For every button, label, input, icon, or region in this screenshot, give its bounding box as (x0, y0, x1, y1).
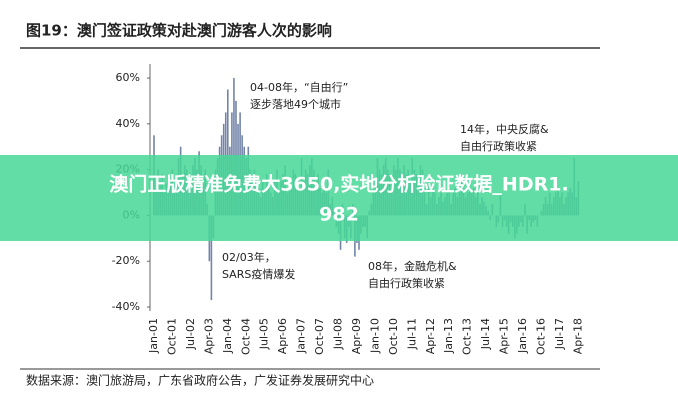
bar (227, 89, 229, 216)
x-tick-label: Oct-04 (239, 318, 252, 355)
chart-title: 图19：澳门签证政策对赴澳门游客人次的影响 (26, 22, 332, 40)
x-tick-label: Jan-07 (295, 318, 308, 354)
source: 数据来源：澳门旅游局，广东省政府公告，广发证券发展研究中心 (26, 373, 374, 388)
x-tick-label: Jul-05 (258, 318, 271, 350)
x-tick-label: Oct-16 (534, 318, 547, 355)
x-tick-label: Jul-17 (553, 318, 566, 350)
annotation: SARS疫情爆发 (222, 267, 295, 281)
x-tick-label: Apr-03 (202, 318, 215, 354)
x-tick-label: Jan-04 (221, 318, 234, 354)
annotation: 14年，中央反腐& (460, 122, 549, 136)
banner-text: 982 (319, 204, 359, 226)
x-tick-label: Apr-15 (498, 318, 511, 354)
x-tick-label: Apr-06 (276, 318, 289, 354)
annotation: 08年，金融危机& (368, 259, 457, 273)
x-tick-label: Jul-11 (405, 318, 418, 350)
x-tick-label: Jul-14 (479, 318, 492, 350)
annotation: 自由行政策收紧 (460, 139, 537, 153)
x-tick-label: Apr-09 (350, 318, 363, 354)
x-tick-label: Apr-18 (571, 318, 584, 354)
x-tick-label: Apr-12 (424, 318, 437, 354)
x-tick-label: Jul-02 (184, 318, 197, 350)
x-tick-label: Oct-07 (313, 318, 326, 355)
x-tick-label: Oct-13 (461, 318, 474, 355)
x-tick-label: Jan-10 (368, 318, 381, 354)
bar (210, 215, 213, 301)
x-tick-label: Jan-16 (516, 318, 529, 354)
banner-text: 澳门正版精准免费大3650,实地分析验证数据_HDR1. (109, 173, 568, 196)
annotation: 自由行政策收紧 (368, 276, 445, 290)
annotation: 逐步落地49个城市 (250, 97, 341, 111)
banner (0, 155, 678, 241)
annotation: 02/03年， (222, 250, 276, 264)
y-tick-label: 40% (116, 117, 140, 130)
x-tick-label: Jul-08 (332, 318, 345, 350)
x-tick-label: Oct-10 (387, 318, 400, 355)
annotation: 04-08年，“自由行” (250, 80, 348, 94)
bar (233, 78, 235, 216)
x-tick-label: Oct-01 (165, 318, 178, 355)
y-tick-label: -20% (112, 254, 140, 267)
x-tick-label: Jan-01 (147, 318, 160, 354)
y-tick-label: -40% (112, 300, 140, 313)
y-tick-label: 60% (116, 71, 140, 84)
x-tick-label: Jan-13 (442, 318, 455, 354)
